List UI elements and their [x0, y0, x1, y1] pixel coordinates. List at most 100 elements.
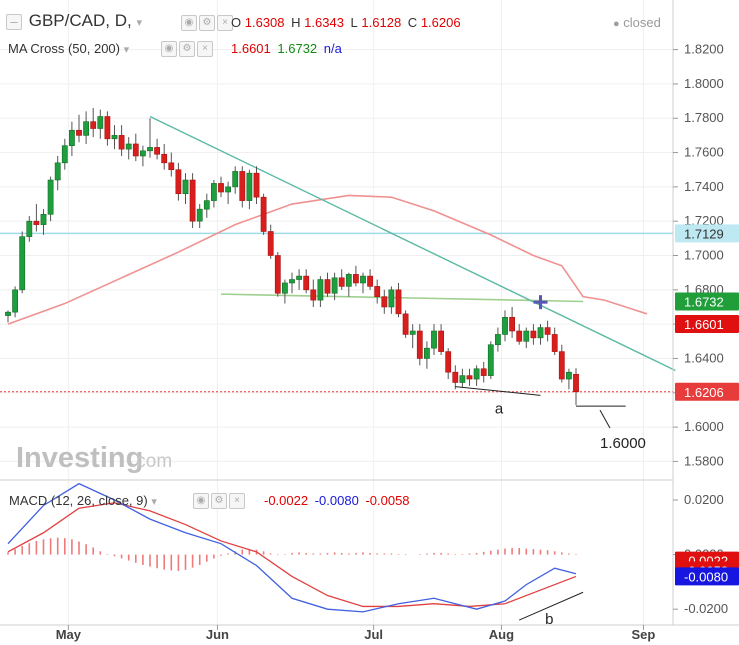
price-panel: a 1.6000	[0, 107, 676, 452]
open-value: 1.6308	[244, 15, 285, 30]
candle-up	[423, 347, 430, 359]
candle-down	[558, 351, 565, 380]
candle-down	[310, 289, 317, 301]
candle-up	[281, 282, 288, 294]
candle-up	[203, 200, 210, 210]
badge-ma50	[675, 314, 739, 333]
candle-down	[509, 316, 515, 332]
market-status: ● closed	[613, 15, 661, 30]
macd-value-3: -0.0058	[365, 493, 410, 508]
candle-up	[232, 171, 239, 188]
ma-value-3: n/a	[323, 41, 342, 56]
candle-down	[338, 277, 345, 287]
badge-price-text: 1.6206	[684, 385, 724, 400]
ma-controls: ◉ ⚙ ×	[161, 40, 215, 57]
candle-down	[260, 196, 267, 232]
candle-down	[544, 327, 551, 335]
time-axis[interactable]: May Jun Jul Aug Sep	[56, 625, 656, 642]
y-tick-label: 1.8200	[684, 42, 724, 57]
x-tick-label: Aug	[489, 627, 514, 642]
close-icon[interactable]: ×	[197, 40, 213, 57]
watermark-suffix: .com	[131, 451, 172, 472]
candle-down	[438, 330, 444, 352]
ma-value-2: 1.6732	[277, 41, 318, 56]
ma-value-1: 1.6601	[231, 41, 271, 56]
ma-cross-label: MA Cross (50, 200)	[8, 41, 120, 56]
candle-down	[352, 274, 359, 284]
candle-down	[452, 371, 459, 383]
candle-down	[161, 153, 168, 164]
badge-ma200-text: 1.6732	[684, 294, 724, 309]
y-tick-label: 1.8000	[684, 76, 724, 91]
candle-down	[132, 143, 139, 157]
chevron-down-icon[interactable]: ▾	[151, 496, 157, 508]
candle-up	[5, 311, 11, 316]
macd-value-1: -0.0022	[264, 493, 309, 508]
macd-label: MACD (12, 26, close, 9)	[9, 493, 148, 508]
y-tick-label: 1.6400	[684, 350, 724, 365]
candle-down	[168, 162, 175, 171]
badge-level	[675, 224, 739, 243]
candle-down	[381, 296, 388, 308]
y-tick-label: 1.7400	[684, 179, 724, 194]
candle-down	[416, 330, 423, 359]
candle-up	[26, 220, 33, 237]
gear-icon[interactable]: ⚙	[211, 492, 227, 509]
y-tick-label: 1.7800	[684, 110, 724, 125]
candle-up	[296, 275, 302, 280]
gear-icon[interactable]: ⚙	[199, 14, 215, 31]
chevron-down-icon[interactable]: ▾	[136, 17, 142, 29]
badge-macd-line	[675, 567, 739, 586]
close-icon[interactable]: ×	[217, 14, 233, 31]
trendline	[149, 115, 676, 372]
candle-down	[90, 121, 97, 129]
high-label: H	[291, 15, 301, 30]
candle-up	[494, 334, 501, 346]
candle-up	[54, 162, 61, 181]
close-icon[interactable]: ×	[229, 492, 245, 509]
watermark-brand: Investing	[16, 442, 143, 474]
x-tick-label: Jun	[206, 627, 229, 642]
annotation-line-b	[519, 591, 584, 621]
candle-up	[537, 327, 544, 339]
candle-up	[69, 129, 75, 146]
macd-legend: MACD (12, 26, close, 9) ▾	[9, 493, 157, 508]
candle-down	[402, 313, 409, 335]
candle-up	[431, 330, 437, 349]
annotation-line-a	[455, 386, 541, 396]
candle-down	[118, 135, 125, 150]
macd-y-tick-label: -0.0200	[684, 601, 728, 616]
callout-label: 1.6000	[600, 435, 646, 452]
candle-up	[97, 116, 104, 129]
candle-up	[12, 289, 18, 313]
candle-up	[345, 274, 352, 287]
candle-down	[104, 116, 111, 140]
eye-icon[interactable]: ◉	[181, 14, 197, 31]
candle-down	[154, 147, 160, 155]
candle-up	[182, 179, 189, 195]
chevron-down-icon[interactable]: ▾	[123, 44, 130, 56]
candle-down	[445, 351, 452, 373]
candle-up	[523, 330, 530, 342]
y-tick-label: 1.5800	[684, 453, 724, 468]
eye-icon[interactable]: ◉	[193, 492, 209, 509]
candle-down	[267, 231, 274, 256]
candle-up	[196, 208, 203, 222]
badge-price	[675, 382, 739, 401]
annotation-label-a: a	[495, 400, 504, 417]
high-value: 1.6343	[304, 15, 344, 30]
candle-up	[409, 330, 416, 335]
candle-up	[487, 344, 494, 376]
gear-icon[interactable]: ⚙	[179, 40, 195, 57]
y-tick-label: 1.7000	[684, 248, 724, 263]
symbol-legend: – GBP/CAD, D, ▾	[6, 11, 142, 31]
badge-ma200	[675, 292, 739, 311]
eye-icon[interactable]: ◉	[161, 40, 177, 57]
candle-up	[317, 279, 324, 301]
collapse-icon[interactable]: –	[6, 13, 22, 30]
candle-down	[530, 330, 537, 339]
candle-down	[76, 129, 82, 136]
candle-down	[303, 275, 310, 291]
close-label: C	[407, 15, 418, 30]
candle-down	[218, 183, 224, 193]
